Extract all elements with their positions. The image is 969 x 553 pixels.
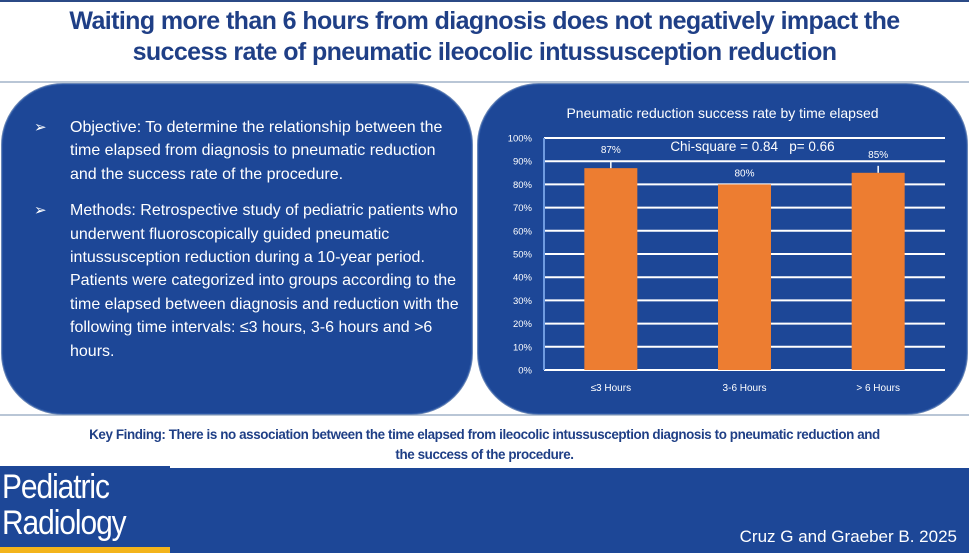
citation: Cruz G and Graeber B. 2025 (739, 527, 957, 546)
arrowhead-bullet-icon: ➢ (34, 119, 47, 136)
y-tick-label: 30% (513, 296, 533, 307)
y-tick-label: 60% (513, 226, 533, 237)
y-tick-label: 50% (513, 250, 533, 261)
data-labels: 87% 80% 85% (601, 145, 888, 179)
y-tick-label: 80% (513, 180, 533, 191)
chart-title: Pneumatic reduction success rate by time… (566, 105, 879, 121)
bar (584, 168, 638, 370)
data-label: 87% (601, 145, 621, 156)
methods-text: Methods: Retrospective study of pediatri… (70, 202, 459, 360)
page-title: Waiting more than 6 hours from diagnosis… (0, 6, 969, 68)
bar (851, 172, 905, 370)
key-finding-line-1: Key Finding: There is no association bet… (89, 427, 880, 442)
summary-bullets: ➢ Objective: To determine the relationsh… (30, 116, 460, 376)
logo-stripe (0, 547, 170, 553)
y-axis-ticks: 0% 10% 20% 30% 40% 50% 60% 70% 80% 90% 100% (508, 134, 533, 377)
bar-chart: 0% 10% 20% 30% 40% 50% 60% 70% 80% 90% 100% 87% 80%… (508, 134, 945, 394)
y-tick-label: 70% (513, 203, 533, 214)
logo-line-1: Pediatric (2, 468, 110, 506)
title-line-1: Waiting more than 6 hours from diagnosis… (69, 7, 900, 35)
y-tick-label: 20% (513, 319, 533, 330)
y-tick-label: 100% (508, 134, 533, 145)
objective-text: Objective: To determine the relationship… (70, 119, 443, 183)
title-line-2: success rate of pneumatic ileocolic intu… (132, 38, 837, 66)
divider-bottom (0, 414, 969, 416)
x-axis-ticks: ≤3 Hours 3-6 Hours > 6 Hours (591, 383, 900, 394)
logo-line-2: Radiology (2, 504, 127, 542)
bars (584, 168, 905, 370)
objective-bullet: ➢ Objective: To determine the relationsh… (30, 116, 460, 186)
x-tick-label: 3-6 Hours (723, 383, 767, 394)
data-label: 80% (734, 168, 754, 179)
methods-bullet: ➢ Methods: Retrospective study of pediat… (30, 199, 460, 363)
divider-top (0, 81, 969, 83)
data-label: 85% (868, 150, 888, 161)
arrowhead-bullet-icon: ➢ (34, 202, 47, 220)
top-rule (0, 0, 969, 2)
bar (718, 184, 771, 370)
journal-logo: Pediatric Radiology (0, 466, 170, 553)
summary-panel (1, 83, 473, 415)
y-tick-label: 40% (513, 273, 533, 284)
x-tick-label: ≤3 Hours (591, 383, 632, 394)
y-tick-label: 0% (518, 366, 532, 377)
key-finding-line-2: the success of the procedure. (395, 447, 574, 462)
y-tick-label: 10% (513, 342, 533, 353)
key-finding: Key Finding: There is no association bet… (10, 425, 959, 465)
x-tick-label: > 6 Hours (856, 383, 900, 394)
y-tick-label: 90% (513, 157, 533, 168)
error-bars (610, 161, 879, 173)
chi-square-annotation: Chi-square = 0.84 p= 0.66 (670, 139, 834, 154)
logo-text: Pediatric Radiology (2, 468, 127, 542)
